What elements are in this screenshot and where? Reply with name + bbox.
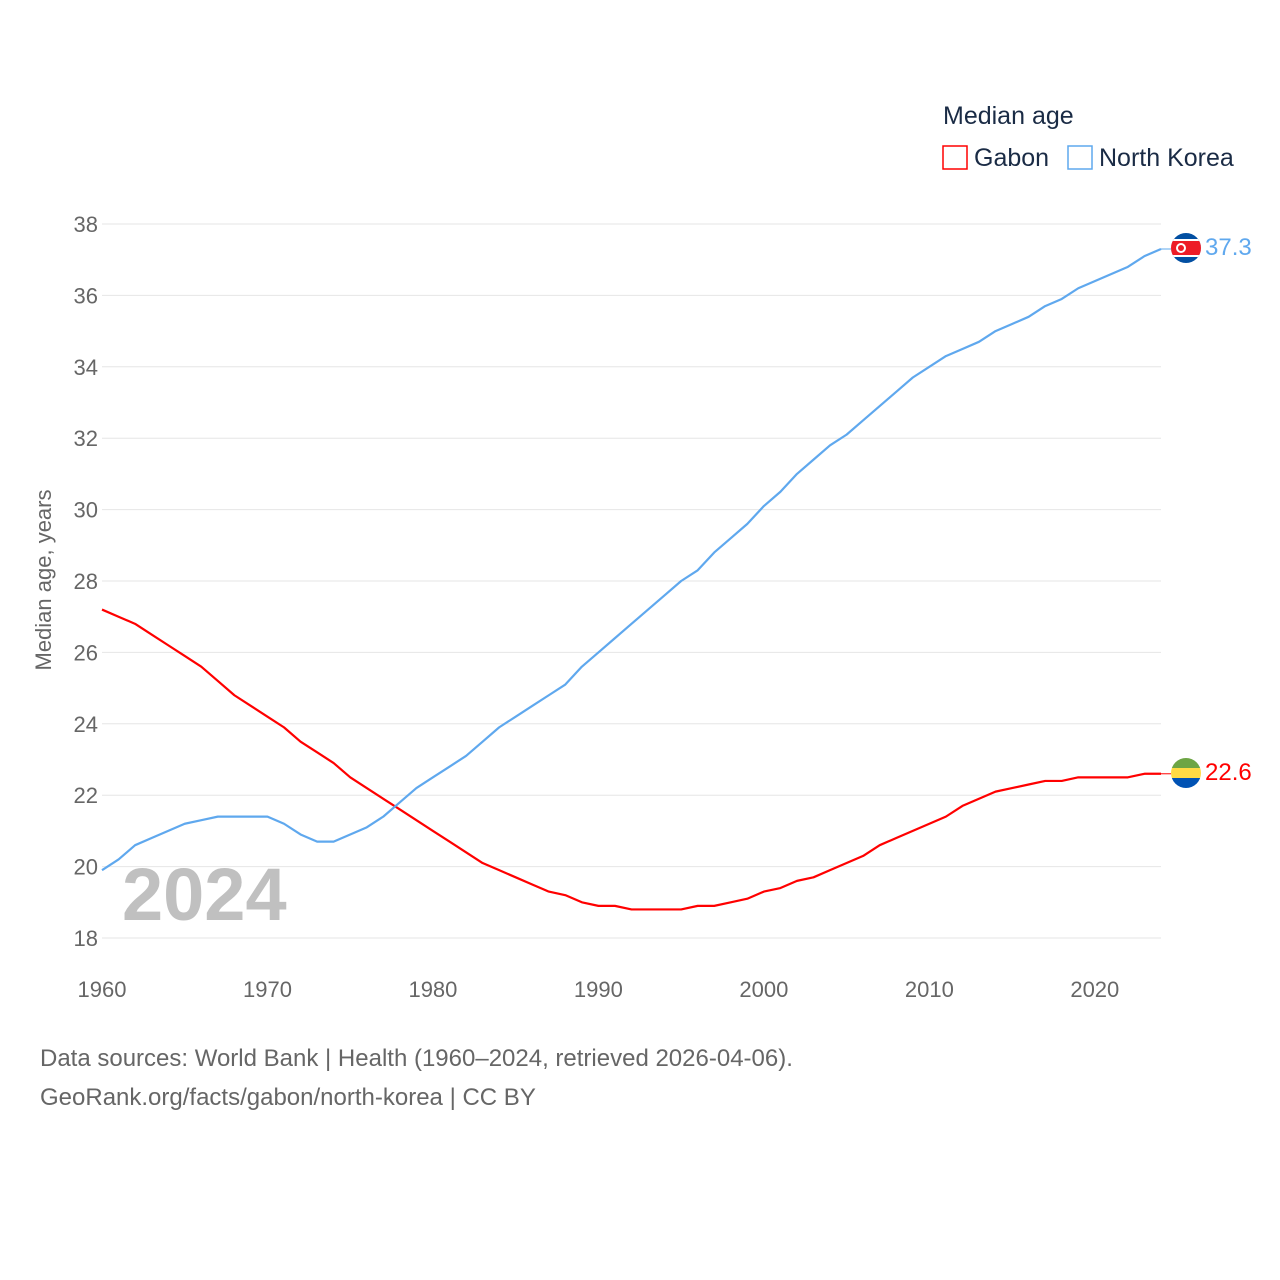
legend-label-north-korea[interactable]: North Korea xyxy=(1099,144,1234,172)
legend-title: Median age xyxy=(943,102,1074,130)
end-label-north-korea: 37.3 xyxy=(1205,234,1252,261)
y-tick-label: 24 xyxy=(74,712,98,737)
y-axis-label: Median age, years xyxy=(31,490,56,671)
legend-label-gabon[interactable]: Gabon xyxy=(974,144,1049,172)
end-label-gabon: 22.6 xyxy=(1205,759,1252,786)
y-tick-label: 32 xyxy=(74,426,98,451)
x-tick-label: 1960 xyxy=(78,977,127,1002)
y-tick-label: 36 xyxy=(74,283,98,308)
y-tick-label: 26 xyxy=(74,640,98,665)
legend-swatch-north-korea[interactable] xyxy=(1067,145,1093,170)
x-tick-label: 1990 xyxy=(574,977,623,1002)
x-tick-label: 2000 xyxy=(739,977,788,1002)
x-tick-label: 1980 xyxy=(408,977,457,1002)
y-tick-label: 34 xyxy=(74,355,98,380)
series-line-gabon xyxy=(101,608,1161,911)
y-tick-label: 18 xyxy=(74,926,98,951)
year-watermark: 2024 xyxy=(122,853,287,936)
y-tick-label: 28 xyxy=(74,569,98,594)
legend-swatch-gabon[interactable] xyxy=(942,145,968,170)
footer-sources: Data sources: World Bank | Health (1960–… xyxy=(40,1045,793,1072)
x-tick-label: 2010 xyxy=(905,977,954,1002)
y-tick-label: 22 xyxy=(74,783,98,808)
series-line-north-korea xyxy=(101,247,1162,872)
y-tick-label: 20 xyxy=(74,855,98,880)
north-korea-flag-icon xyxy=(1171,233,1201,263)
x-tick-label: 2020 xyxy=(1070,977,1119,1002)
footer-link[interactable]: GeoRank.org/facts/gabon/north-korea | CC… xyxy=(40,1084,536,1111)
x-tick-label: 1970 xyxy=(243,977,292,1002)
gabon-flag-icon xyxy=(1171,758,1201,788)
y-tick-label: 30 xyxy=(74,498,98,523)
y-tick-label: 38 xyxy=(74,212,98,237)
